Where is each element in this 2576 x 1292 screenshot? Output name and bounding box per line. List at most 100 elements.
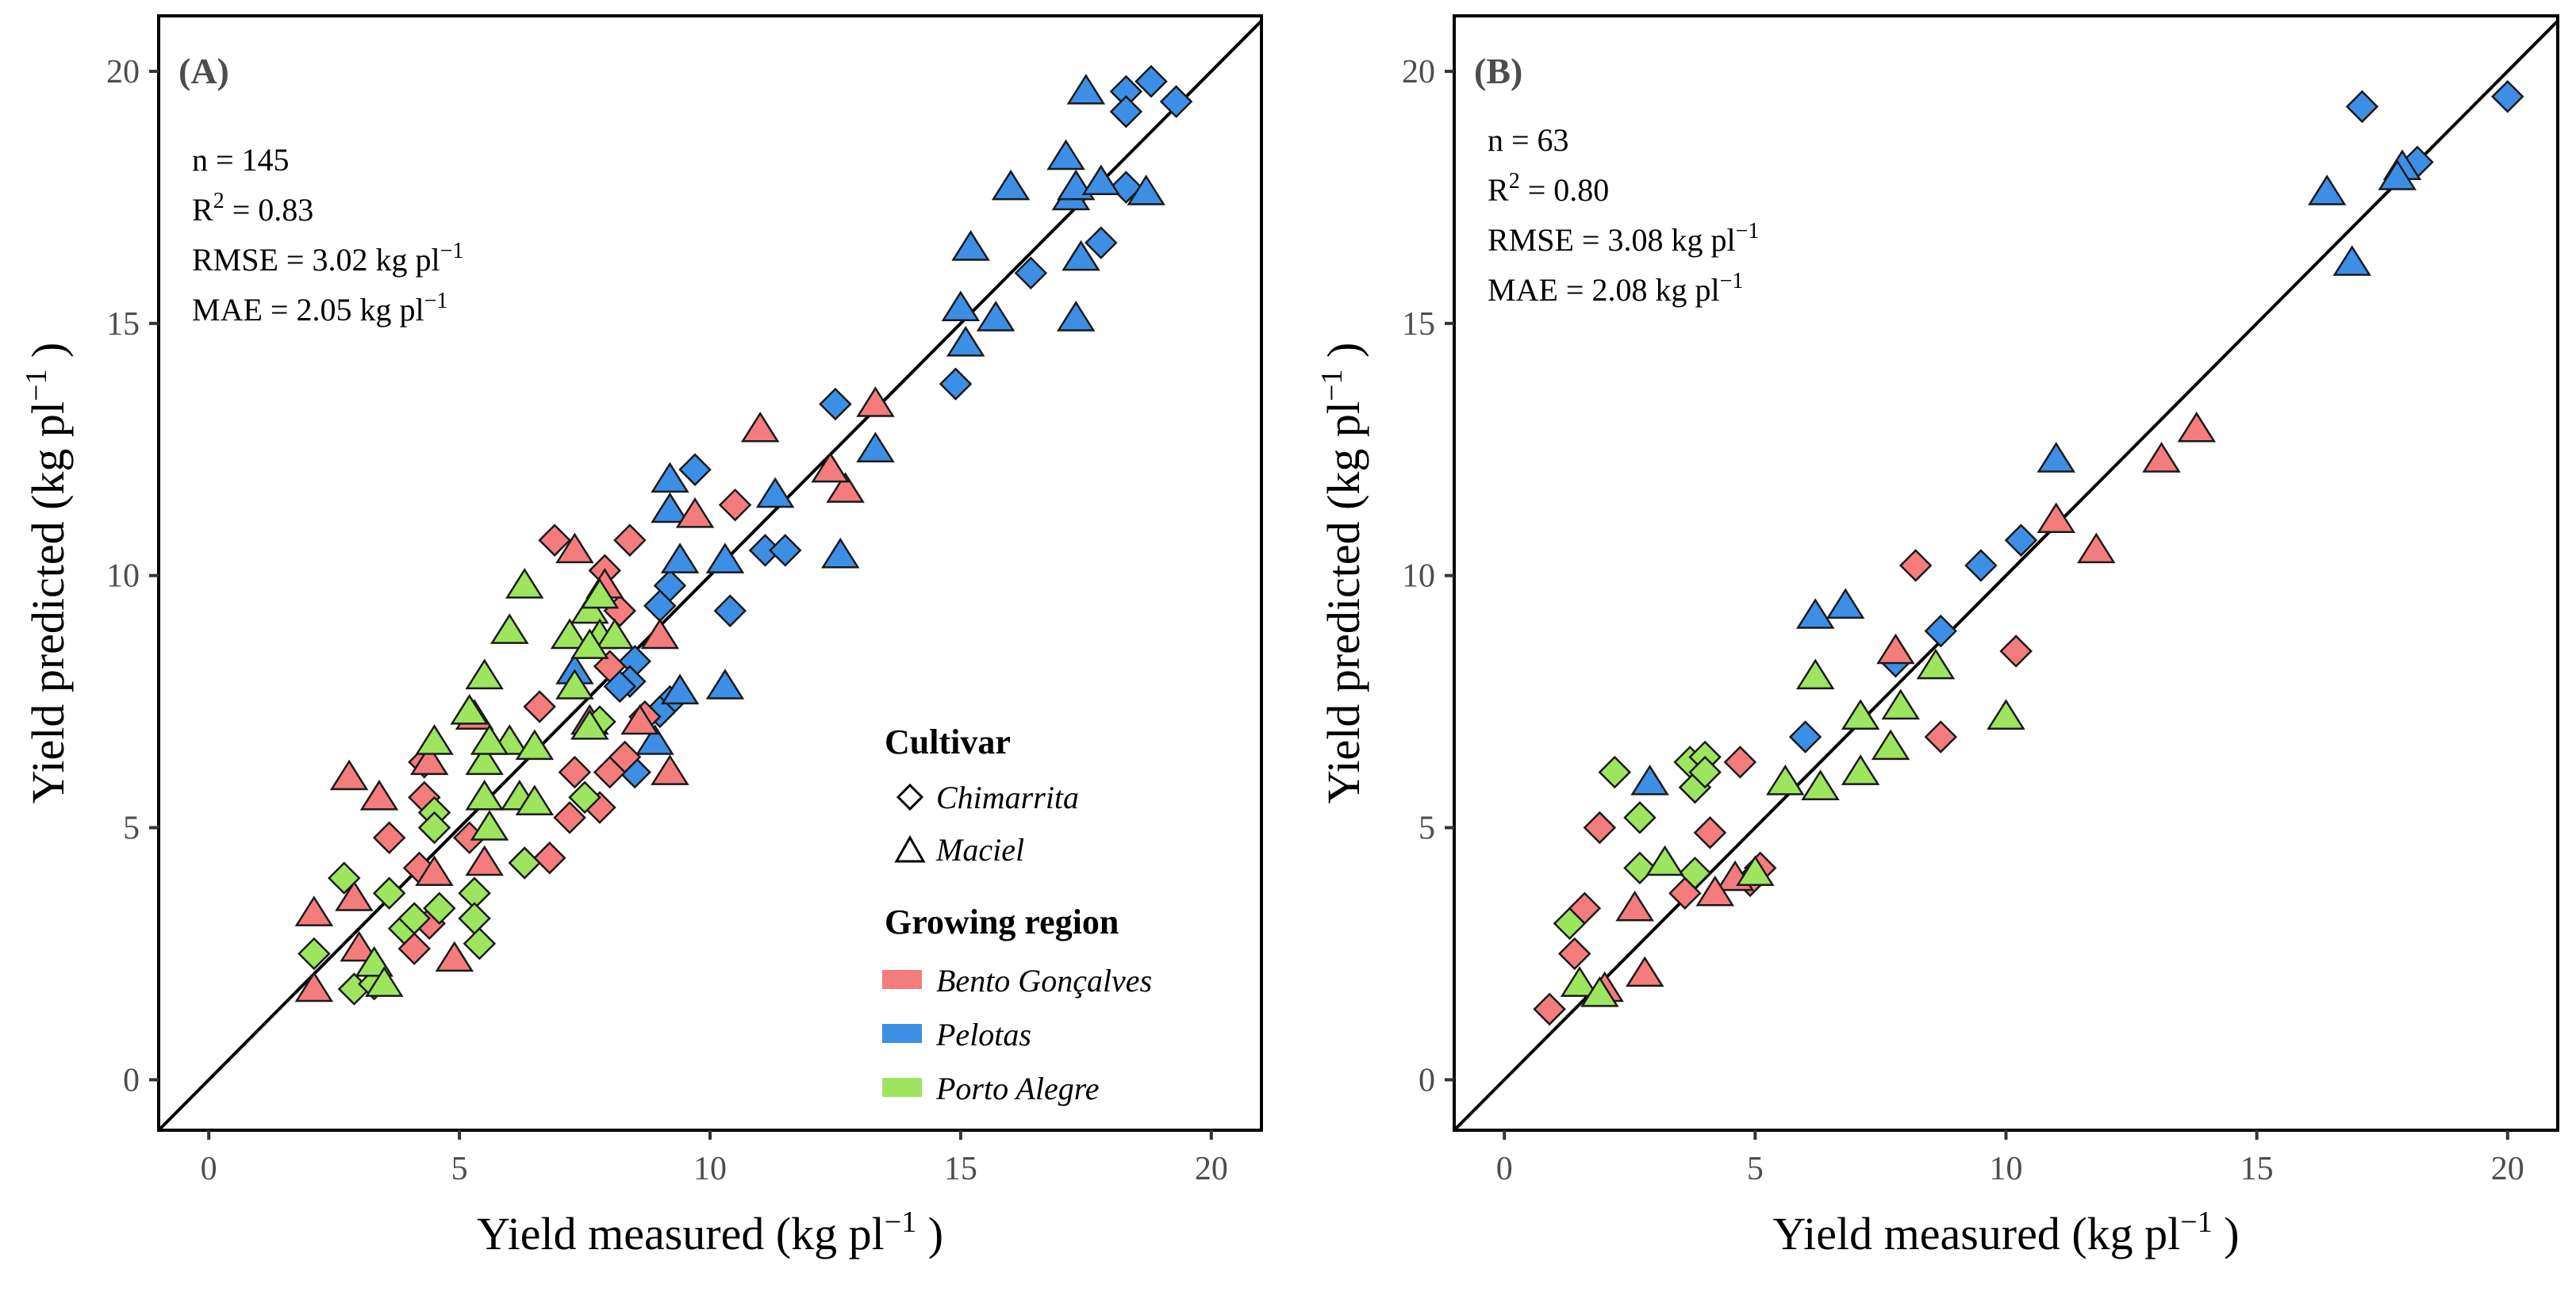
- stats-annotation: n = 63 R2 = 0.80 RMSE = 3.08 kg pl−1 MAE…: [1488, 122, 1759, 308]
- point-bento-gon-alves-triangle: [675, 497, 715, 528]
- x-tick-label: 15: [2240, 1151, 2274, 1187]
- point-pelotas-diamond: [1109, 95, 1143, 128]
- stat-r2: R2 = 0.80: [1488, 169, 1609, 208]
- point-bento-gon-alves-diamond: [523, 690, 556, 723]
- point-pelotas-triangle: [660, 542, 700, 573]
- point-bento-gon-alves-diamond: [613, 523, 647, 557]
- stat-rmse: RMSE = 3.08 kg pl−1: [1488, 219, 1759, 258]
- point-porto-alegre-diamond: [423, 891, 456, 926]
- point-pelotas-triangle: [651, 492, 689, 523]
- x-tick-label: 0: [1496, 1151, 1513, 1187]
- y-tick-label: 10: [106, 558, 140, 595]
- point-bento-gon-alves-diamond: [538, 523, 571, 557]
- point-bento-gon-alves-triangle: [329, 759, 369, 791]
- stat-rmse: RMSE = 3.02 kg pl−1: [192, 239, 463, 278]
- point-bento-gon-alves-triangle: [826, 472, 865, 503]
- y-tick-label: 0: [123, 1062, 140, 1098]
- point-bento-gon-alves-diamond: [1583, 811, 1617, 845]
- point-porto-alegre-diamond: [568, 780, 601, 815]
- point-porto-alegre-diamond: [463, 927, 497, 960]
- point-pelotas-triangle: [660, 673, 700, 705]
- point-pelotas-triangle: [951, 230, 990, 261]
- legend-cultivar-maciel: Maciel: [935, 832, 1024, 868]
- point-porto-alegre-diamond: [372, 876, 406, 910]
- point-porto-alegre-triangle: [595, 618, 635, 650]
- point-pelotas-triangle: [1630, 764, 1669, 796]
- y-axis-title: Yield predicted (kg pl−1 ): [20, 343, 74, 804]
- point-pelotas-triangle: [856, 431, 895, 462]
- point-bento-gon-alves-triangle: [340, 930, 378, 962]
- point-porto-alegre-triangle: [365, 966, 404, 997]
- x-tick-label: 10: [1990, 1151, 2023, 1187]
- legend: Cultivar Chimarrita Maciel Growing regio…: [882, 723, 1152, 1106]
- stats-annotation: n = 145 R2 = 0.83 RMSE = 3.02 kg pl−1 MA…: [192, 142, 463, 328]
- point-porto-alegre-triangle: [465, 744, 504, 776]
- point-pelotas-triangle: [1127, 174, 1165, 205]
- point-pelotas-diamond: [1924, 614, 1958, 648]
- point-bento-gon-alves-triangle: [856, 386, 895, 417]
- point-porto-alegre-triangle: [515, 729, 555, 761]
- point-bento-gon-alves-diamond: [553, 801, 586, 834]
- point-bento-gon-alves-triangle: [2142, 442, 2181, 473]
- stat-mae: MAE = 2.05 kg pl−1: [192, 289, 447, 328]
- y-tick-label: 5: [123, 811, 140, 847]
- point-pelotas-triangle: [705, 669, 745, 700]
- point-pelotas-diamond: [713, 594, 747, 627]
- point-bento-gon-alves-triangle: [294, 971, 334, 1003]
- one-to-one-line: [1453, 19, 2559, 1132]
- legend-region-porto: Porto Alegre: [935, 1071, 1100, 1106]
- legend-cultivar-title: Cultivar: [885, 723, 1011, 761]
- y-tick-label: 15: [1402, 306, 1435, 343]
- y-tick-label: 15: [106, 306, 140, 343]
- plot-area: 0 5 10 15 20 0 5 10 15 20 Yield measured (kg pl−1 …: [1315, 14, 2559, 1259]
- y-tick-label: 20: [1402, 54, 1435, 90]
- point-pelotas-diamond: [939, 367, 973, 401]
- point-pelotas-triangle: [821, 537, 860, 569]
- point-porto-alegre-diamond: [1623, 801, 1657, 834]
- point-porto-alegre-triangle: [570, 628, 609, 659]
- point-pelotas-diamond: [1085, 226, 1118, 259]
- point-porto-alegre-triangle: [470, 724, 509, 755]
- point-pelotas-triangle: [1046, 139, 1085, 171]
- point-bento-gon-alves-diamond: [1693, 816, 1727, 849]
- x-axis-title: Yield measured (kg pl−1 ): [477, 1206, 943, 1259]
- point-porto-alegre-diamond: [508, 846, 541, 880]
- point-porto-alegre-triangle: [1580, 976, 1619, 1007]
- point-porto-alegre-triangle: [465, 780, 504, 811]
- point-pelotas-diamond: [769, 534, 802, 567]
- point-bento-gon-alves-diamond: [1723, 746, 1757, 779]
- point-pelotas-diamond: [678, 453, 712, 486]
- point-bento-gon-alves-diamond: [372, 821, 406, 855]
- point-bento-gon-alves-triangle: [620, 704, 659, 735]
- point-bento-gon-alves-diamond: [1533, 992, 1566, 1026]
- point-porto-alegre-diamond: [298, 937, 331, 971]
- point-bento-gon-alves-diamond: [1924, 720, 1958, 753]
- point-pelotas-triangle: [651, 462, 689, 493]
- y-tick-label: 0: [1419, 1062, 1435, 1098]
- point-bento-gon-alves-triangle: [2077, 532, 2116, 564]
- panel-label: (A): [179, 51, 229, 91]
- point-pelotas-triangle: [2332, 245, 2372, 276]
- point-porto-alegre-diamond: [1598, 755, 1632, 789]
- point-bento-gon-alves-triangle: [1876, 633, 1915, 665]
- point-bento-gon-alves-triangle: [294, 895, 334, 926]
- point-porto-alegre-triangle: [1881, 688, 1920, 720]
- point-bento-gon-alves-triangle: [640, 618, 680, 650]
- point-pelotas-triangle: [991, 169, 1031, 201]
- point-bento-gon-alves-triangle: [359, 780, 399, 811]
- point-bento-gon-alves-triangle: [2177, 411, 2217, 443]
- point-pelotas-triangle: [1056, 301, 1096, 332]
- legend-diamond-icon: [896, 783, 924, 811]
- point-pelotas-triangle: [2037, 442, 2075, 473]
- point-bento-gon-alves-triangle: [555, 532, 594, 564]
- point-porto-alegre-diamond: [1678, 857, 1712, 890]
- point-bento-gon-alves-diamond: [1557, 937, 1591, 971]
- y-axis-title: Yield predicted (kg pl−1 ): [1315, 343, 1369, 804]
- point-pelotas-triangle: [946, 325, 985, 357]
- point-porto-alegre-triangle: [515, 784, 555, 816]
- legend-region-bento: Bento Gonçalves: [936, 963, 1152, 999]
- legend-triangle-icon: [894, 834, 926, 863]
- point-bento-gon-alves-diamond: [608, 740, 642, 774]
- point-bento-gon-alves-diamond: [533, 841, 566, 875]
- legend-cultivar-chimarrita: Chimarrita: [936, 780, 1079, 815]
